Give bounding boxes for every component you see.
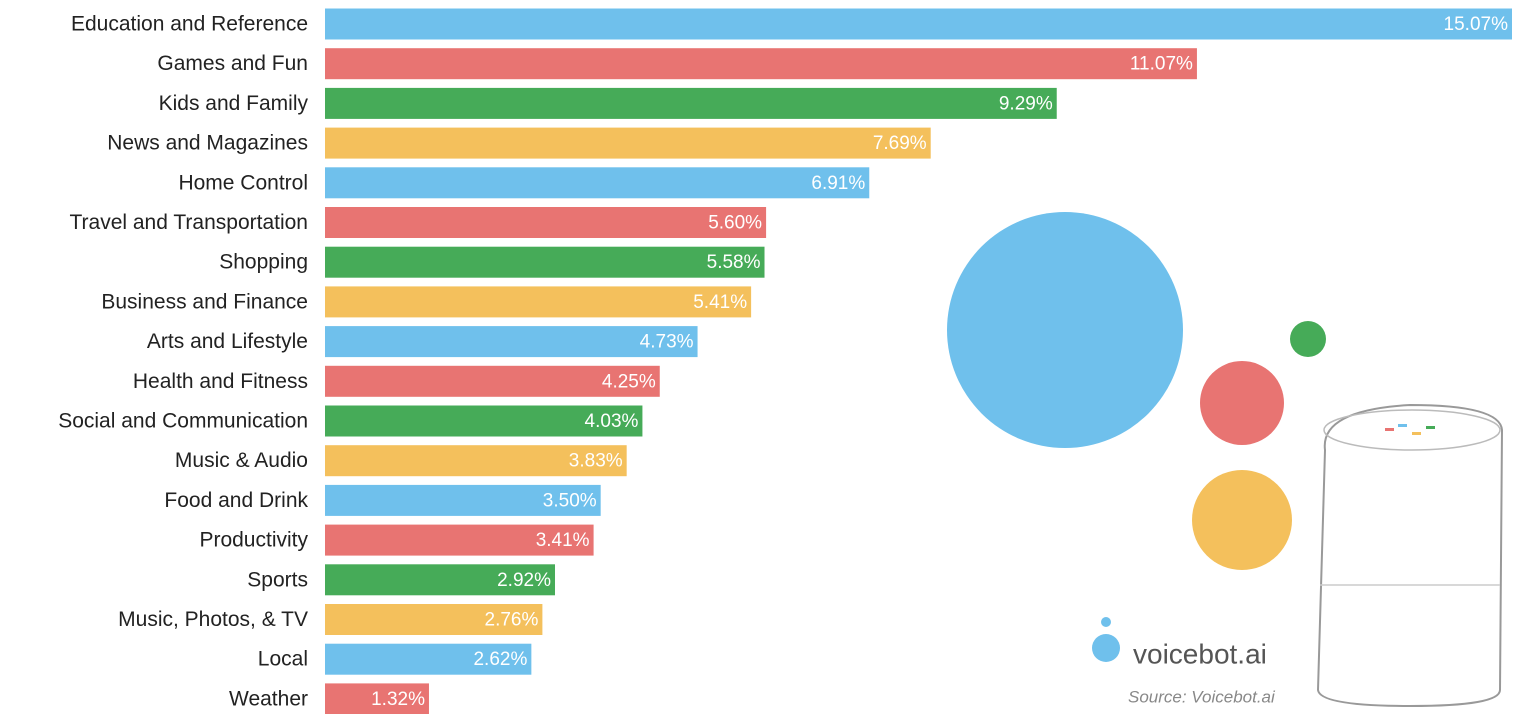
bar [325, 87, 1057, 119]
value-label: 4.03% [585, 411, 639, 432]
bar [325, 524, 594, 556]
bar [325, 604, 543, 635]
source: Source: Voicebot.ai [1128, 687, 1276, 706]
value-label: 11.07% [1130, 54, 1193, 75]
category-label: Food and Drink [164, 489, 308, 512]
logo-text: voicebot.ai [1133, 638, 1267, 669]
category-label: Home Control [178, 171, 308, 194]
value-label: 4.73% [640, 332, 694, 353]
category-label: Games and Fun [157, 52, 308, 75]
category-label: Travel and Transportation [69, 211, 308, 234]
value-label: 5.60% [708, 213, 762, 234]
bar [325, 246, 765, 278]
circle [947, 212, 1183, 448]
bar [325, 167, 870, 199]
value-label: 7.69% [873, 133, 927, 154]
category-label: Education and Reference [71, 13, 308, 36]
bar [325, 48, 1197, 80]
speaker-top [1323, 409, 1501, 451]
category-label: Music & Audio [175, 449, 308, 472]
category-label: Business and Finance [101, 290, 308, 313]
bar [325, 405, 643, 437]
bar [325, 445, 627, 477]
logo-icon [1101, 617, 1111, 627]
value-label: 9.29% [999, 93, 1053, 114]
value-label: 5.41% [693, 292, 747, 313]
category-label: Shopping [219, 251, 308, 274]
value-label: 2.76% [485, 610, 539, 631]
value-label: 2.92% [497, 570, 551, 591]
bar [325, 8, 1512, 40]
bar [325, 564, 555, 596]
value-label: 6.91% [811, 173, 865, 194]
value-label: 2.62% [473, 649, 527, 670]
bar [325, 643, 532, 675]
speaker [1316, 403, 1504, 708]
led [1426, 426, 1435, 429]
category-label: Music, Photos, & TV [118, 608, 308, 631]
category-label: Local [258, 648, 308, 671]
value-label: 5.58% [707, 252, 761, 273]
value-label: 1.32% [371, 689, 425, 710]
category-label: Kids and Family [159, 92, 309, 115]
circle [1192, 470, 1292, 570]
category-label: News and Magazines [107, 132, 308, 155]
value-label: 3.50% [543, 490, 597, 511]
bar [325, 365, 660, 397]
circle [1290, 321, 1326, 357]
bar [325, 286, 752, 318]
category-label: Arts and Lifestyle [147, 330, 308, 353]
decoration [947, 212, 1504, 708]
category-label: Health and Fitness [133, 370, 308, 393]
category-label: Productivity [199, 529, 308, 552]
category-label: Social and Communication [58, 410, 308, 433]
bar [325, 127, 931, 159]
bar [325, 326, 698, 358]
bar [325, 207, 767, 238]
value-label: 3.83% [569, 451, 623, 472]
led [1385, 428, 1394, 431]
logo-icon [1092, 634, 1120, 662]
category-label: Sports [247, 568, 308, 591]
led [1412, 432, 1421, 435]
value-label: 4.25% [602, 371, 656, 392]
value-label: 3.41% [536, 530, 590, 551]
bar [325, 683, 429, 714]
category-label: Weather [229, 687, 308, 710]
circle [1200, 361, 1284, 445]
led [1398, 424, 1407, 427]
bar [325, 484, 601, 516]
value-label: 15.07% [1444, 14, 1509, 35]
